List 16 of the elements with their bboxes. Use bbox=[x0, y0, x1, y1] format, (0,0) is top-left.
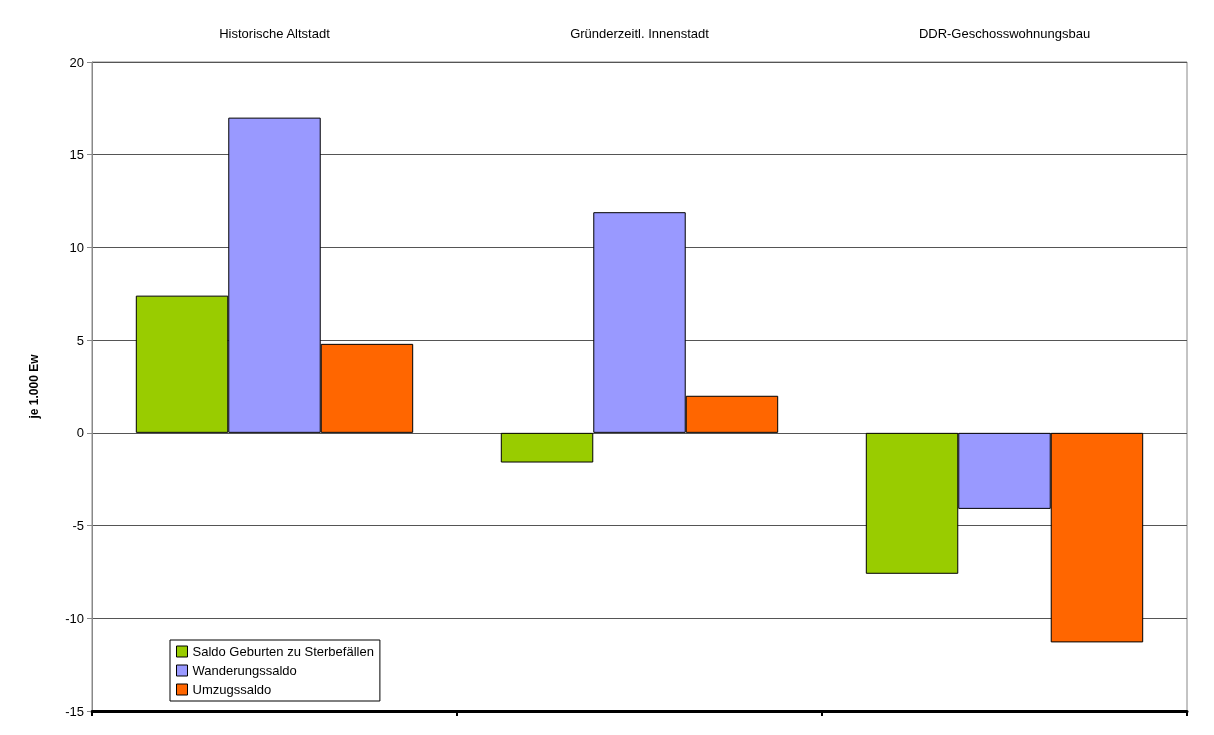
y-tick-label: -5 bbox=[72, 518, 84, 534]
x-tick-label: Historische Altstadt bbox=[219, 26, 331, 41]
x-tick-label: DDR-Geschosswohnungsbau bbox=[918, 26, 1091, 41]
bar bbox=[500, 432, 594, 463]
legend-label: Wanderungssaldo bbox=[192, 663, 297, 678]
y-tick-label: 5 bbox=[76, 332, 84, 348]
y-tick-label: -15 bbox=[65, 703, 84, 719]
y-axis-title: je 1.000 Ew bbox=[27, 353, 41, 420]
y-tick-label: -10 bbox=[65, 610, 84, 626]
y-tick-label: 10 bbox=[69, 239, 84, 255]
legend-label: Saldo Geburten zu Sterbefällen bbox=[192, 644, 374, 659]
y-tick-label: 0 bbox=[76, 425, 84, 441]
y-tick-label: 20 bbox=[69, 54, 84, 70]
legend-label: Umzugssaldo bbox=[192, 682, 272, 697]
x-tick-label: Gründerzeitl. Innenstadt bbox=[570, 26, 710, 41]
y-tick-label: 15 bbox=[69, 147, 84, 163]
